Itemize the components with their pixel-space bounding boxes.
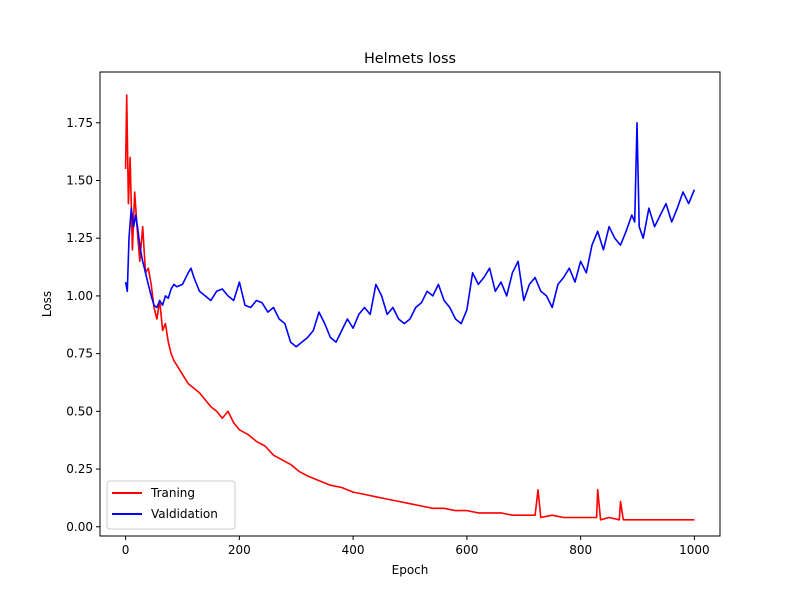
plot-background bbox=[100, 72, 720, 536]
x-tick-label: 0 bbox=[122, 543, 130, 557]
series-layer bbox=[124, 94, 696, 521]
y-axis-label: Loss bbox=[40, 291, 54, 317]
x-tick-label: 800 bbox=[569, 543, 592, 557]
y-axis: 0.00 0.25 0.50 0.75 1.00 1.25 1.50 1.75 bbox=[66, 116, 100, 534]
x-tick-label: 600 bbox=[455, 543, 478, 557]
x-tick-label: 200 bbox=[228, 543, 251, 557]
plot-frame bbox=[99, 71, 721, 537]
chart-title: Helmets loss bbox=[364, 51, 456, 67]
y-tick-label: 0.00 bbox=[66, 520, 93, 534]
series-line-traning bbox=[124, 94, 695, 521]
plot-area bbox=[99, 71, 721, 537]
y-tick-label: 1.00 bbox=[66, 289, 93, 303]
x-axis: 0 200 400 600 800 1000 bbox=[122, 536, 710, 557]
legend-label-validation: Valdidation bbox=[151, 507, 218, 521]
x-axis-label: Epoch bbox=[392, 563, 429, 577]
legend: Traning Valdidation bbox=[106, 480, 236, 530]
y-tick-label: 0.50 bbox=[66, 404, 93, 418]
series-line-valdidation bbox=[124, 122, 696, 348]
y-tick-label: 1.25 bbox=[66, 231, 93, 245]
y-tick-label: 0.75 bbox=[66, 347, 93, 361]
y-tick-label: 1.50 bbox=[66, 173, 93, 187]
x-tick-label: 1000 bbox=[679, 543, 710, 557]
y-tick-label: 1.75 bbox=[66, 116, 93, 130]
x-tick-label: 400 bbox=[342, 543, 365, 557]
y-tick-label: 0.25 bbox=[66, 462, 93, 476]
legend-label-traning: Traning bbox=[150, 486, 195, 500]
